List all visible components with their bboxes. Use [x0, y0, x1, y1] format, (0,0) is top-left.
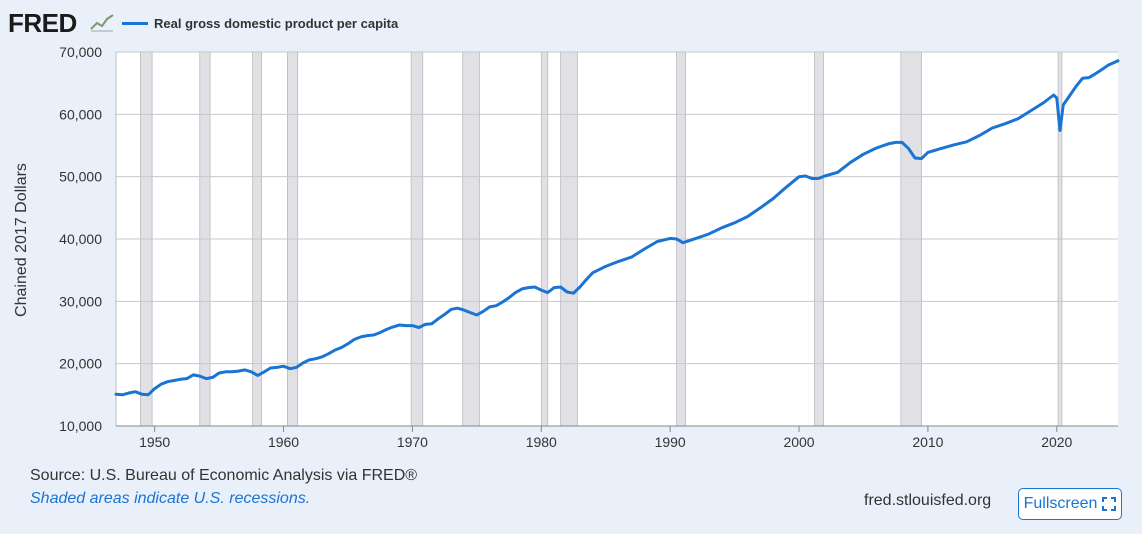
series-line [114, 59, 1120, 397]
y-tick-label: 20,000 [59, 356, 102, 372]
chart-legend: Real gross domestic product per capita [122, 13, 398, 33]
x-tick-label: 1970 [397, 434, 428, 450]
site-url[interactable]: fred.stlouisfed.org [864, 492, 992, 509]
x-tick-label: 2000 [783, 434, 814, 450]
legend-label: Real gross domestic product per capita [154, 15, 399, 31]
y-tick-label: 50,000 [59, 169, 102, 185]
fred-logo-text: FRED [8, 8, 77, 38]
x-tick-label: 1950 [139, 434, 170, 450]
fullscreen-button[interactable]: Fullscreen [1018, 488, 1122, 520]
fred-chart-logo-icon [89, 11, 115, 33]
expand-icon [1102, 497, 1117, 511]
x-tick-label: 2010 [912, 434, 943, 450]
x-tick-label: 2020 [1041, 434, 1072, 450]
y-tick-label: 40,000 [59, 231, 102, 247]
x-tick-label: 1960 [268, 434, 299, 450]
x-tick-label: 1980 [526, 434, 557, 450]
fullscreen-label: Fullscreen [1023, 495, 1098, 512]
y-tick-label: 30,000 [59, 293, 102, 309]
y-tick-label: 60,000 [59, 106, 102, 122]
y-tick-label: 10,000 [59, 418, 102, 434]
recession-note: Shaded areas indicate U.S. recessions. [30, 490, 311, 507]
x-tick-label: 1990 [655, 434, 686, 450]
legend-swatch [122, 21, 148, 25]
y-tick-label: 70,000 [59, 44, 102, 60]
source-text: Source: U.S. Bureau of Economic Analysis… [30, 467, 418, 484]
